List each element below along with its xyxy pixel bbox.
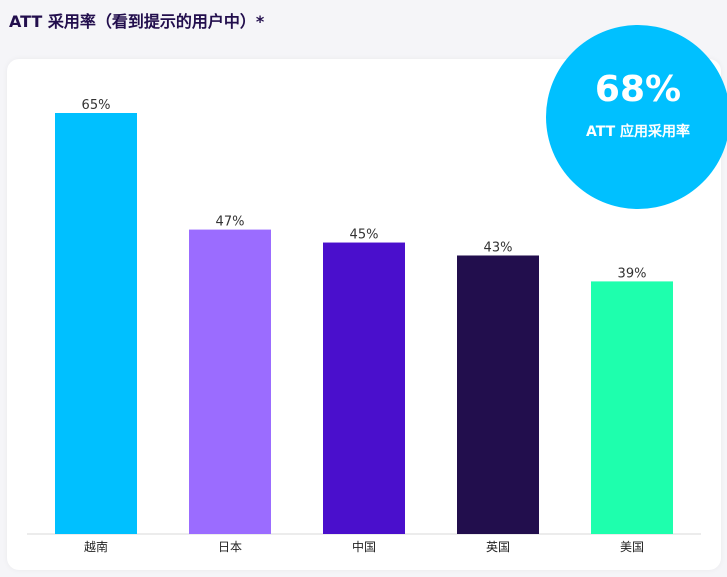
x-tick-label: 中国 [352,539,376,554]
x-tick-label: 越南 [84,539,108,554]
bar-1 [55,113,137,534]
bar-5 [591,281,673,534]
bar-value-label: 45% [350,228,379,243]
bar-value-label: 39% [618,266,647,281]
badge-value: 68% [594,69,682,110]
bar-3 [323,242,405,535]
bar-chart: 65% 越南 47% 日本 45% 中国 43% 英国 39% 美国 [27,98,701,554]
x-tick-label: 英国 [486,540,510,554]
adoption-rate-badge: 68% ATT 应用采用率 [546,25,727,209]
x-tick-label: 美国 [620,540,644,554]
x-tick-label: 日本 [218,540,242,554]
page-title: ATT 采用率（看到提示的用户中）* [9,12,265,31]
bar-value-label: 47% [216,215,245,230]
bar-value-label: 65% [82,98,111,113]
badge-label: ATT 应用采用率 [585,124,691,140]
bar-2 [189,229,271,535]
bar-4 [457,255,539,534]
bar-value-label: 43% [484,240,513,255]
